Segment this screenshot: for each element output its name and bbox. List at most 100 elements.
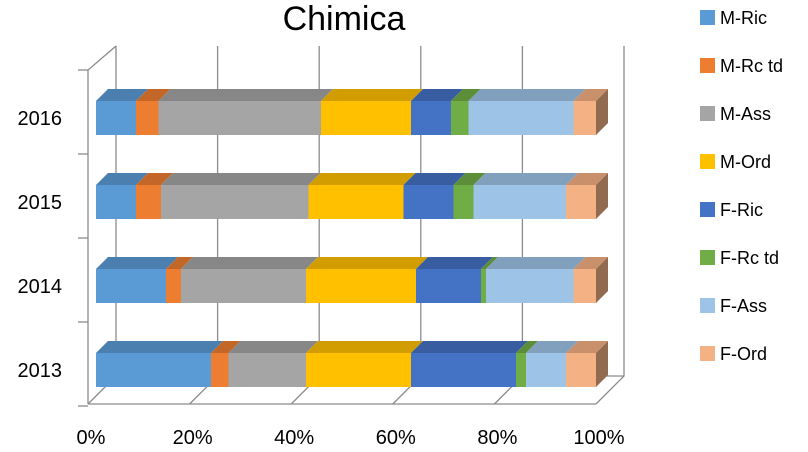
chart-title: Chimica xyxy=(283,0,406,38)
bar-top-face xyxy=(228,341,318,353)
legend-item: M-Rc td xyxy=(700,56,783,76)
bar-top-face xyxy=(321,89,423,101)
y-tick-label: 2015 xyxy=(18,192,63,214)
bar-front-face xyxy=(181,269,306,303)
x-tick-label: 60% xyxy=(376,427,416,449)
x-tick-label: 100% xyxy=(573,427,624,449)
bar-front-face xyxy=(96,269,166,303)
bar-top-face xyxy=(136,173,173,185)
legend-label: F-Ric xyxy=(720,200,763,220)
y-axis-ticks: 2016 2015 2014 2013 xyxy=(18,108,63,382)
bar-front-face xyxy=(161,185,309,219)
bar-top-face xyxy=(181,257,318,269)
bar-front-face xyxy=(306,269,416,303)
bar-segment xyxy=(158,89,333,135)
legend-label: F-Ass xyxy=(720,296,767,316)
bar-segment xyxy=(411,341,528,387)
bar-top-face xyxy=(136,89,171,101)
bar-segment xyxy=(166,257,193,303)
bar-front-face xyxy=(228,353,306,387)
bar-top-face xyxy=(403,173,466,185)
bar-segment xyxy=(573,89,608,135)
bar-segment xyxy=(453,173,486,219)
legend-item: M-Ass xyxy=(700,104,771,124)
bar-front-face xyxy=(411,101,451,135)
x-tick-label: 40% xyxy=(274,427,314,449)
y-tick-label: 2016 xyxy=(18,108,63,130)
bar-top-face xyxy=(526,341,578,353)
bar-front-face xyxy=(321,101,411,135)
bar-top-face xyxy=(468,89,586,101)
bar-top-face xyxy=(473,173,578,185)
legend-item: F-Ass xyxy=(700,296,767,316)
bar-front-face xyxy=(573,269,596,303)
bar-front-face xyxy=(96,353,211,387)
bar-top-face xyxy=(481,257,498,269)
bar-segment xyxy=(451,89,481,135)
legend-swatch xyxy=(700,58,715,73)
bar-front-face xyxy=(473,185,566,219)
bar-segment xyxy=(96,341,223,387)
bar-top-face xyxy=(306,257,428,269)
bar-front-face xyxy=(308,185,404,219)
x-tick-label: 20% xyxy=(173,427,213,449)
bar-front-face xyxy=(411,353,516,387)
bar-front-face xyxy=(136,101,159,135)
bar-segment xyxy=(136,173,173,219)
bar-segment xyxy=(566,173,608,219)
bar-top-face xyxy=(411,89,463,101)
bar-front-face xyxy=(516,353,526,387)
bar-front-face xyxy=(453,185,474,219)
legend-label: M-Ass xyxy=(720,104,771,124)
bar-top-face xyxy=(161,173,321,185)
bar-top-face xyxy=(96,89,148,101)
bar-top-face xyxy=(416,257,493,269)
bar-segment xyxy=(468,89,586,135)
bar-top-face xyxy=(166,257,193,269)
bar-top-face xyxy=(566,341,608,353)
legend-label: M-Ord xyxy=(720,152,771,172)
bar-segment xyxy=(136,89,171,135)
bar-front-face xyxy=(451,101,469,135)
bar-front-face xyxy=(306,353,411,387)
bar-segment xyxy=(516,341,538,387)
bar-top-face xyxy=(573,257,608,269)
legend-swatch xyxy=(700,250,715,265)
bar-front-face xyxy=(403,185,454,219)
legend-item: F-Ric xyxy=(700,200,763,220)
bar-segment xyxy=(481,257,498,303)
legend-swatch xyxy=(700,298,715,313)
bar-segment xyxy=(308,173,416,219)
legend-item: F-Ord xyxy=(700,344,767,364)
bar-top-face xyxy=(411,341,528,353)
legend-label: F-Rc td xyxy=(720,248,779,268)
legend-item: F-Rc td xyxy=(700,248,779,268)
bar-segment xyxy=(306,257,428,303)
bar-front-face xyxy=(96,185,136,219)
legend-swatch xyxy=(700,346,715,361)
bar-top-face xyxy=(451,89,481,101)
bar-segment xyxy=(573,257,608,303)
bar-top-face xyxy=(306,341,423,353)
bar-segment xyxy=(416,257,493,303)
bar-top-face xyxy=(96,341,223,353)
bar-end-face xyxy=(596,173,608,219)
bar-front-face xyxy=(526,353,566,387)
legend-item: M-Ric xyxy=(700,8,767,28)
bar-front-face xyxy=(211,353,229,387)
bar-top-face xyxy=(211,341,241,353)
y-tick-label: 2013 xyxy=(18,360,63,382)
bar-top-face xyxy=(486,257,586,269)
bar-segment xyxy=(306,341,423,387)
bar-segment xyxy=(96,257,178,303)
bar-segment xyxy=(566,341,608,387)
bar-segment xyxy=(96,173,148,219)
legend: M-Ric M-Rc td M-Ass M-Ord F-Ric F-Rc td F-Ass F… xyxy=(700,8,783,364)
legend-swatch xyxy=(700,154,715,169)
bar-end-face xyxy=(596,89,608,135)
bars xyxy=(96,89,608,387)
bar-front-face xyxy=(136,185,161,219)
bar-front-face xyxy=(468,101,574,135)
bar-front-face xyxy=(481,269,486,303)
